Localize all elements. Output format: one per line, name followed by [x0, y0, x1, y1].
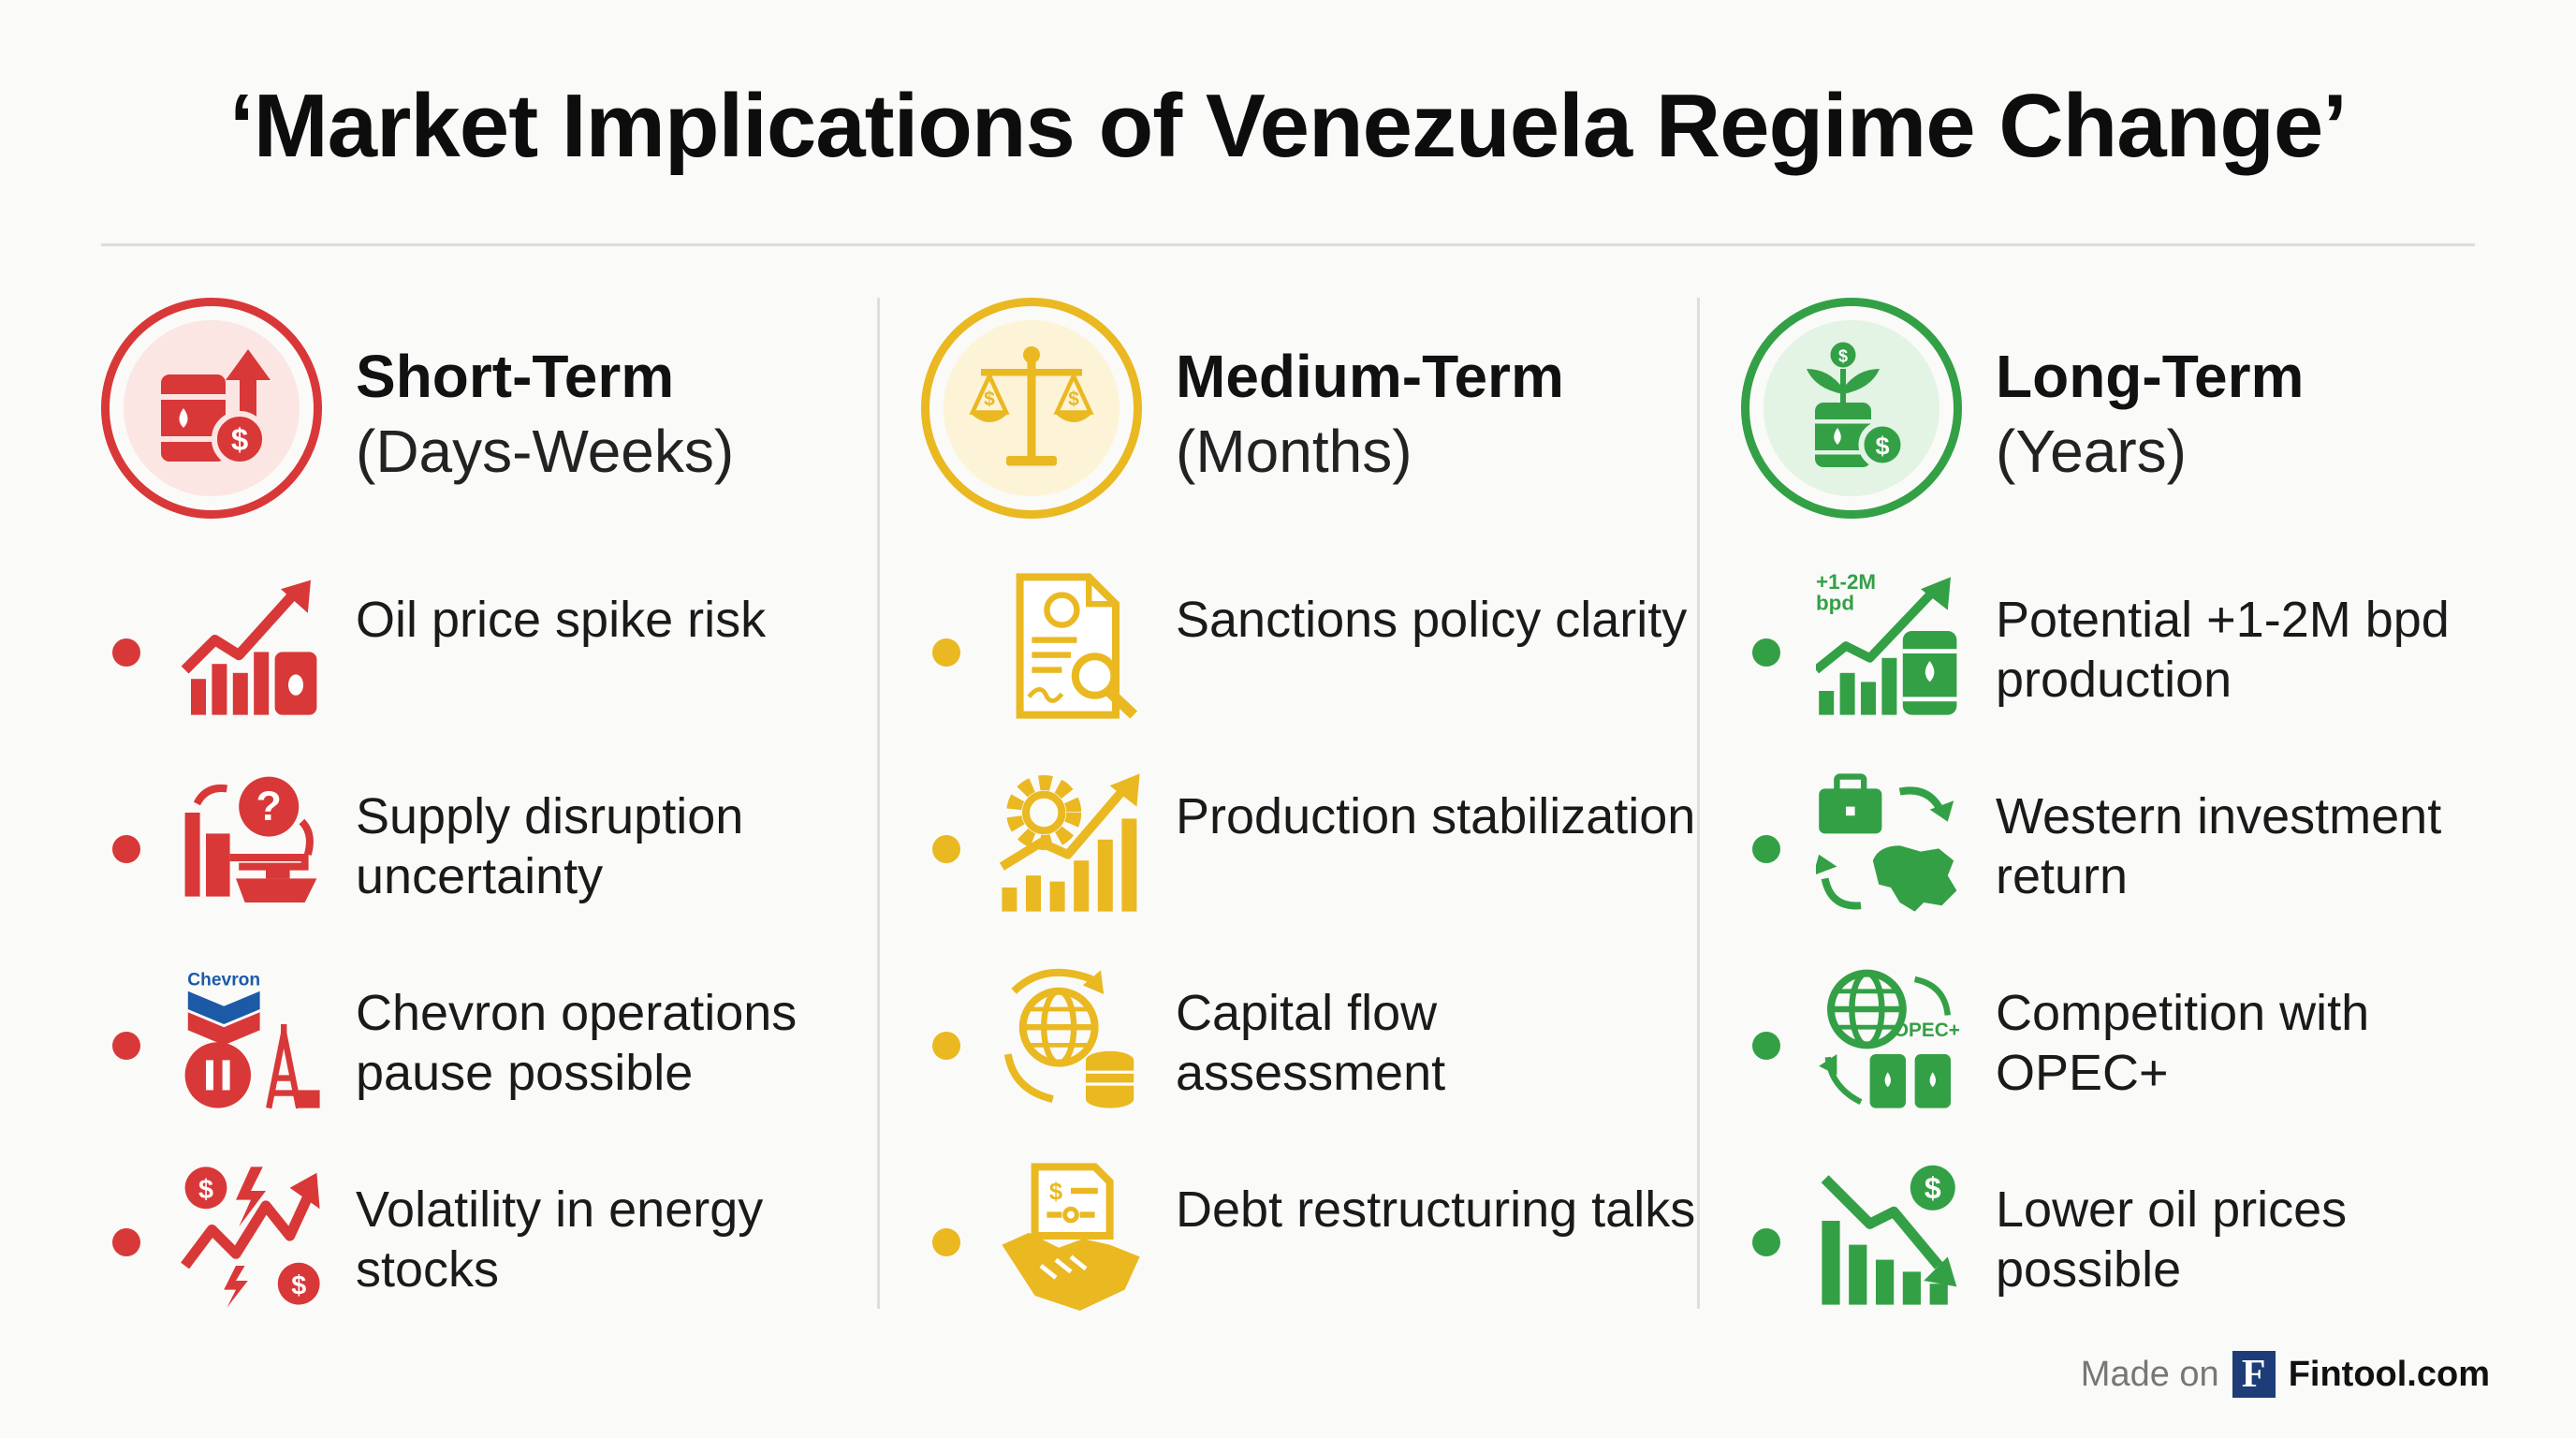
item-text: Chevron operations pause possible	[356, 985, 798, 1101]
column-long-term: $ $ Long-Term (Years) +1-2M bpd	[1741, 298, 2509, 1328]
footer-attribution: Made on F Fintool.com	[2081, 1348, 2490, 1401]
made-on-label: Made on	[2080, 1354, 2219, 1394]
list-item: $ Debt restructuring talks	[921, 1159, 1695, 1318]
bullet	[1752, 1228, 1780, 1256]
gear-bar-chart-icon	[996, 768, 1146, 917]
svg-text:$: $	[1875, 433, 1889, 461]
list-item: Production stabilization	[921, 766, 1695, 925]
globe-opec-barrels-icon: OPEC+	[1816, 964, 1966, 1114]
bullet	[1752, 638, 1780, 667]
list-item: +1-2M bpd Potential +1-2M bpd production	[1741, 569, 2509, 728]
production-growth-barrel-icon: +1-2M bpd	[1813, 570, 1966, 721]
bullet	[932, 638, 960, 667]
column-divider	[877, 298, 880, 1309]
plant-oil-barrel-icon: $ $	[1741, 298, 1962, 519]
item-text: Sanctions policy clarity	[1176, 592, 1688, 648]
bullet	[932, 835, 960, 863]
refinery-tanker-question-icon: ?	[176, 768, 326, 917]
column-medium-term: $ $ Medium-Term (Months) Sanctions p	[921, 298, 1695, 1328]
handshake-document-icon: $	[996, 1161, 1146, 1311]
svg-text:$: $	[1068, 389, 1079, 410]
column-title: Short-Term	[356, 343, 675, 410]
svg-text:$: $	[984, 389, 995, 410]
item-text: Volatility in energy stocks	[356, 1181, 764, 1298]
list-item: Sanctions policy clarity	[921, 569, 1689, 728]
column-subtitle: (Days-Weeks)	[356, 418, 735, 485]
item-text: Western investment return	[1996, 788, 2442, 904]
bullet	[112, 1228, 140, 1256]
column-divider	[1697, 298, 1700, 1309]
item-text: Oil price spike risk	[356, 592, 767, 648]
bullet	[112, 638, 140, 667]
item-text: Production stabilization	[1176, 788, 1696, 844]
column-title: Medium-Term	[1176, 343, 1564, 410]
svg-text:$: $	[1049, 1180, 1062, 1206]
list-item: OPEC+ Competition with OPEC+	[1741, 962, 2509, 1122]
list-item: $ Lower oil prices possible	[1741, 1159, 2509, 1318]
document-magnifier-icon	[996, 571, 1146, 721]
brand-link[interactable]: Fintool.com	[2288, 1354, 2490, 1394]
column-title: Long-Term	[1996, 343, 2305, 410]
chevron-pause-oil-rig-icon: Chevron	[176, 964, 326, 1114]
chevron-logo-text: Chevron	[187, 970, 260, 990]
globe-coins-icon	[996, 964, 1146, 1114]
item-text: Capital flow assessment	[1176, 985, 1446, 1101]
briefcase-venezuela-map-icon	[1812, 768, 1966, 917]
bullet	[932, 1032, 960, 1060]
column-short-term: $ Short-Term (Days-Weeks) Oil price spik…	[101, 298, 869, 1328]
title-divider	[101, 243, 2475, 246]
list-item: $ $ Volatility in energy stocks	[101, 1159, 869, 1318]
bullet	[1752, 1032, 1780, 1060]
rising-chart-oil-barrel-icon	[176, 571, 326, 721]
list-item: ? Supply disruption uncertainty	[101, 766, 869, 925]
list-item: Oil price spike risk	[101, 569, 869, 728]
bullet	[112, 1032, 140, 1060]
svg-text:?: ?	[256, 783, 282, 829]
page-title: ‘Market Implications of Venezuela Regime…	[229, 76, 2348, 176]
item-text: Lower oil prices possible	[1996, 1181, 2348, 1298]
list-item: Chevron Chevron operations pause possibl…	[101, 962, 869, 1122]
svg-text:$: $	[198, 1175, 213, 1205]
item-text: Competition with OPEC+	[1996, 985, 2370, 1101]
svg-text:$: $	[1925, 1171, 1941, 1205]
falling-chart-dollar-icon: $	[1816, 1161, 1966, 1311]
bullet	[1752, 835, 1780, 863]
svg-text:$: $	[1838, 347, 1848, 366]
oil-barrel-price-up-icon: $	[101, 298, 322, 519]
svg-text:$: $	[231, 422, 248, 457]
balance-scale-icon: $ $	[921, 298, 1142, 519]
bullet	[932, 1228, 960, 1256]
bullet	[112, 835, 140, 863]
column-subtitle: (Years)	[1996, 418, 2187, 485]
list-item: Capital flow assessment	[921, 962, 1689, 1122]
item-text: Supply disruption uncertainty	[356, 788, 744, 904]
list-item: Western investment return	[1741, 766, 2509, 925]
item-text: Potential +1-2M bpd production	[1996, 592, 2450, 708]
opec-badge: OPEC+	[1894, 1020, 1960, 1041]
item-text: Debt restructuring talks	[1176, 1181, 1696, 1238]
production-badge-line1: +1-2M	[1816, 571, 1876, 594]
dollar-volatility-lightning-icon: $ $	[176, 1161, 326, 1311]
fintool-logo-icon: F	[2232, 1351, 2276, 1398]
production-badge-line2: bpd	[1816, 592, 1854, 615]
svg-text:$: $	[291, 1270, 306, 1300]
column-subtitle: (Months)	[1176, 418, 1412, 485]
